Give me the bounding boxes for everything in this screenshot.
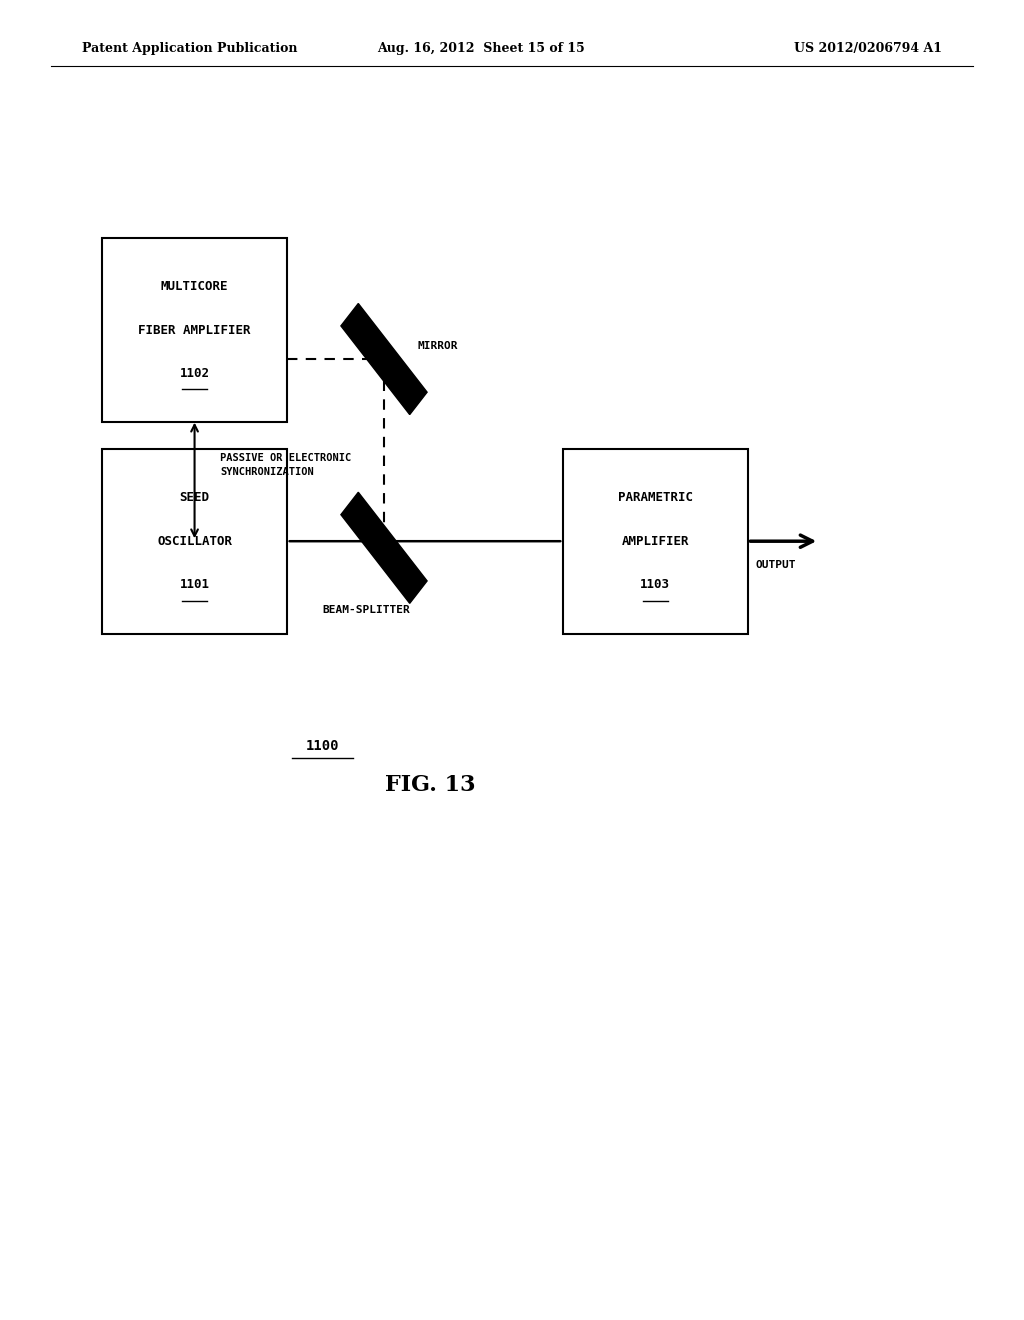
Text: US 2012/0206794 A1: US 2012/0206794 A1 [794,42,942,55]
Text: 1103: 1103 [640,578,671,591]
Bar [102,238,287,422]
Text: Aug. 16, 2012  Sheet 15 of 15: Aug. 16, 2012 Sheet 15 of 15 [378,42,585,55]
Text: BEAM-SPLITTER: BEAM-SPLITTER [323,605,411,615]
Text: MULTICORE: MULTICORE [161,280,228,293]
Text: OSCILLATOR: OSCILLATOR [157,535,232,548]
Text: SEED: SEED [179,491,210,504]
Text: 1101: 1101 [179,578,210,591]
Text: AMPLIFIER: AMPLIFIER [622,535,689,548]
Polygon shape [341,304,427,414]
Text: MIRROR: MIRROR [418,341,459,351]
Bar [102,449,287,634]
Text: OUTPUT: OUTPUT [756,560,797,570]
Text: PASSIVE OR ELECTRONIC
SYNCHRONIZATION: PASSIVE OR ELECTRONIC SYNCHRONIZATION [220,453,351,477]
Text: Patent Application Publication: Patent Application Publication [82,42,297,55]
Bar [563,449,748,634]
Text: FIBER AMPLIFIER: FIBER AMPLIFIER [138,323,251,337]
Polygon shape [341,492,427,603]
Text: FIG. 13: FIG. 13 [385,775,475,796]
Text: PARAMETRIC: PARAMETRIC [617,491,693,504]
Text: 1100: 1100 [306,739,339,752]
Text: 1102: 1102 [179,367,210,380]
